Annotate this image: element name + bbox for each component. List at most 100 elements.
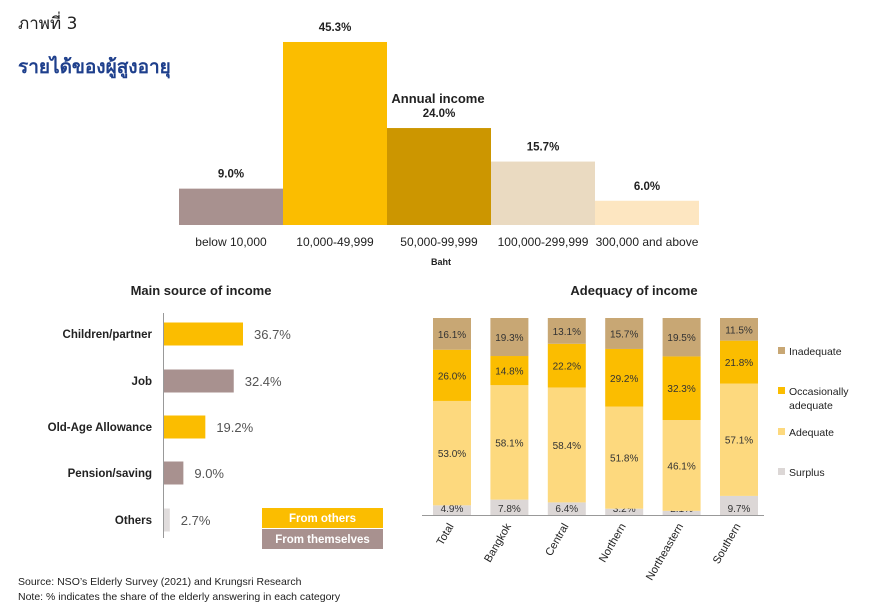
adequacy-segment-label: 19.5% — [667, 333, 695, 344]
annual-income-category-label: below 10,000 — [195, 235, 267, 249]
adequacy-segment-label: 4.9% — [441, 504, 464, 515]
main-source-legend-label: From others — [289, 513, 356, 525]
adequacy-category-label: Southern — [711, 522, 744, 567]
adequacy-segment — [433, 349, 471, 401]
adequacy-segment-label: 51.8% — [610, 454, 638, 465]
adequacy-legend-label: Occasionally — [789, 386, 849, 398]
annual-income-chart: Annual income 9.0% below 10,000 45.3% 10,00… — [179, 22, 699, 267]
adequacy-segment-label: 58.4% — [553, 441, 581, 452]
adequacy-segment — [547, 318, 586, 344]
adequacy-legend-swatch — [778, 387, 785, 394]
adequacy-segment-label: 21.8% — [725, 358, 753, 369]
adequacy-legend-swatch — [778, 428, 785, 435]
adequacy-segment — [662, 318, 701, 357]
main-source-bar — [164, 369, 234, 393]
adequacy-segment-label: 32.3% — [667, 384, 695, 395]
adequacy-segment — [720, 495, 758, 515]
adequacy-category-label: Central — [543, 522, 571, 559]
adequacy-segment — [490, 318, 529, 357]
adequacy-category-label: Northern — [597, 522, 629, 565]
adequacy-segment-label: 11.5% — [725, 325, 753, 336]
adequacy-segment-label: 22.2% — [553, 362, 581, 373]
figure-title: รายได้ของผู้สูงอายุ — [18, 56, 171, 78]
adequacy-segment-label: 29.2% — [610, 374, 638, 385]
main-source-title: Main source of income — [131, 283, 272, 298]
adequacy-segment-label: 6.4% — [555, 504, 578, 515]
main-source-category-label: Pension/saving — [68, 468, 152, 480]
adequacy-segment — [547, 343, 586, 388]
annual-income-title: Annual income — [391, 91, 484, 106]
main-source-category-label: Others — [115, 515, 152, 527]
adequacy-category-label: Total — [435, 522, 457, 548]
annual-income-value-label: 6.0% — [634, 181, 660, 193]
main-source-category-label: Job — [132, 376, 152, 388]
adequacy-segment — [605, 508, 644, 515]
annual-income-category-label: 10,000-49,999 — [296, 235, 374, 249]
adequacy-segment — [720, 383, 758, 496]
adequacy-segment — [720, 318, 758, 341]
figure-label: ภาพที่ 3 — [18, 14, 78, 34]
adequacy-title: Adequacy of income — [570, 283, 697, 298]
main-source-bar — [164, 415, 206, 439]
annual-income-bar — [179, 188, 283, 225]
adequacy-segment — [605, 318, 644, 349]
adequacy-segment — [490, 499, 529, 515]
annual-income-value-label: 45.3% — [319, 22, 352, 34]
main-source-value-label: 2.7% — [181, 513, 211, 528]
adequacy-legend-label: Inadequate — [789, 346, 842, 358]
adequacy-chart: Adequacy of income 4.9% 53.0% 26.0% 16.1% To… — [422, 283, 849, 583]
adequacy-segment-label: 7.8% — [498, 504, 521, 515]
adequacy-segment — [605, 406, 644, 509]
adequacy-segment-label: 9.7% — [728, 504, 751, 515]
adequacy-segment — [662, 356, 701, 421]
annual-income-category-label: 300,000 and above — [596, 235, 699, 249]
adequacy-segment — [433, 318, 471, 350]
main-source-value-label: 19.2% — [216, 420, 253, 435]
adequacy-legend-swatch — [778, 347, 785, 354]
adequacy-segment — [662, 420, 701, 511]
adequacy-segment-label: 14.8% — [495, 367, 523, 378]
adequacy-segment-label: 57.1% — [725, 436, 753, 447]
annual-income-bar — [595, 200, 699, 225]
main-source-bar — [164, 322, 243, 346]
adequacy-legend-label: Surplus — [789, 467, 825, 479]
adequacy-segment — [662, 510, 701, 515]
adequacy-segment-label: 15.7% — [610, 329, 638, 340]
annual-income-category-label: 50,000-99,999 — [400, 235, 478, 249]
annual-income-bar — [387, 128, 491, 225]
adequacy-segment — [547, 502, 586, 515]
adequacy-segment-label: 26.0% — [438, 371, 466, 382]
main-source-bar — [164, 508, 170, 532]
adequacy-segment — [490, 356, 529, 386]
main-source-legend-swatch — [262, 508, 383, 528]
main-source-legend-swatch — [262, 529, 383, 549]
main-source-category-label: Old-Age Allowance — [48, 422, 152, 434]
adequacy-category-label: Northeastern — [644, 522, 686, 583]
adequacy-segment-label: 58.1% — [495, 438, 523, 449]
adequacy-legend-label: adequate — [789, 400, 833, 412]
main-source-category-label: Children/partner — [63, 329, 153, 341]
adequacy-legend-swatch — [778, 468, 785, 475]
main-source-value-label: 32.4% — [245, 374, 282, 389]
annual-income-xlabel: Baht — [431, 257, 451, 267]
adequacy-segment-label: 16.1% — [438, 330, 466, 341]
adequacy-segment-label: 3.2% — [613, 504, 636, 515]
annual-income-bar — [491, 161, 595, 225]
annual-income-category-label: 100,000-299,999 — [498, 235, 589, 249]
main-source-legend-label: From themselves — [275, 534, 370, 546]
annual-income-value-label: 15.7% — [527, 142, 560, 154]
adequacy-segment-label: 46.1% — [667, 461, 695, 472]
source-note: Source: NSO’s Elderly Survey (2021) and … — [18, 576, 302, 588]
adequacy-segment-label: 19.3% — [495, 333, 523, 344]
main-source-bar — [164, 461, 184, 485]
main-source-value-label: 36.7% — [254, 327, 291, 342]
adequacy-category-label: Bangkok — [482, 521, 514, 565]
annual-income-value-label: 9.0% — [218, 169, 244, 181]
adequacy-segment — [490, 385, 529, 500]
adequacy-segment — [547, 387, 586, 503]
adequacy-segment — [433, 400, 471, 506]
footnote: Note: % indicates the share of the elder… — [18, 591, 341, 603]
adequacy-segment-label: 53.0% — [438, 449, 466, 460]
adequacy-legend-label: Adequate — [789, 427, 834, 439]
main-source-chart: Main source of income Children/partner 36… — [48, 283, 383, 549]
